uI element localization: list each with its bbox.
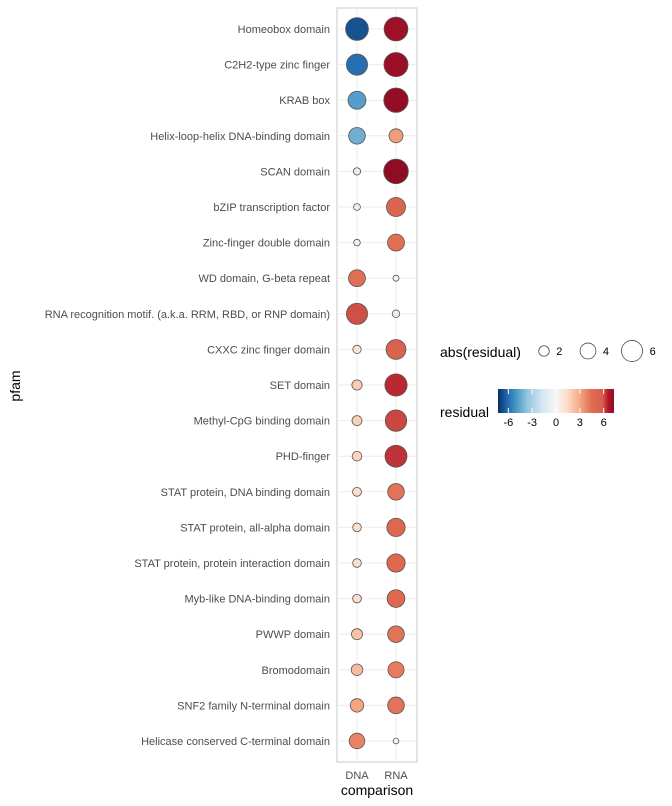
point-dna-6 bbox=[353, 238, 361, 247]
point-dna-11 bbox=[351, 415, 363, 426]
point-dna-9 bbox=[352, 344, 362, 354]
y-tick-label: Myb-like DNA-binding domain bbox=[184, 594, 330, 606]
point-dna-0 bbox=[345, 17, 369, 41]
y-tick-label: Methyl-CpG binding domain bbox=[194, 416, 330, 428]
y-tick-label: Helicase conserved C-terminal domain bbox=[141, 736, 330, 748]
y-tick-label: SET domain bbox=[270, 380, 330, 392]
point-rna-17 bbox=[387, 625, 405, 643]
point-rna-15 bbox=[386, 553, 406, 573]
point-dna-5 bbox=[353, 203, 361, 211]
point-dna-1 bbox=[346, 53, 368, 76]
point-rna-20 bbox=[392, 737, 400, 745]
y-tick-label: bZIP transcription factor bbox=[213, 202, 330, 214]
point-rna-5 bbox=[386, 197, 406, 217]
point-rna-12 bbox=[384, 444, 408, 468]
size-legend-label: 6 bbox=[650, 346, 656, 358]
point-dna-8 bbox=[346, 302, 368, 325]
x-tick-label: RNA bbox=[384, 770, 408, 782]
point-rna-14 bbox=[386, 517, 406, 537]
color-legend-label: 3 bbox=[577, 417, 583, 429]
y-tick-label: STAT protein, all-alpha domain bbox=[180, 522, 330, 534]
point-dna-16 bbox=[352, 593, 362, 604]
y-tick-label: RNA recognition motif. (a.k.a. RRM, RBD,… bbox=[45, 309, 330, 321]
y-tick-label: WD domain, G-beta repeat bbox=[199, 273, 330, 285]
size-legend: abs(residual) 2 4 6 bbox=[440, 340, 656, 362]
point-dna-2 bbox=[347, 90, 367, 110]
y-tick-label: Homeobox domain bbox=[238, 24, 330, 36]
size-legend-key bbox=[621, 340, 643, 362]
point-rna-9 bbox=[385, 339, 407, 360]
point-dna-18 bbox=[350, 663, 364, 676]
point-rna-8 bbox=[391, 309, 401, 318]
color-legend-label: -6 bbox=[503, 417, 513, 429]
point-rna-7 bbox=[392, 274, 400, 282]
size-legend-key bbox=[538, 345, 550, 357]
y-tick-label: PWWP domain bbox=[256, 629, 330, 641]
y-tick-label: Bromodomain bbox=[262, 665, 330, 677]
color-legend: residual -6 -3 0 3 6 bbox=[440, 389, 614, 429]
y-tick-label: Zinc-finger double domain bbox=[203, 238, 330, 250]
point-rna-4 bbox=[383, 158, 409, 185]
size-legend-key bbox=[579, 342, 597, 360]
x-axis-title: comparison bbox=[341, 782, 413, 798]
point-rna-3 bbox=[388, 128, 404, 144]
point-dna-12 bbox=[351, 450, 363, 462]
point-rna-11 bbox=[384, 409, 408, 432]
point-dna-4 bbox=[352, 167, 362, 176]
x-tick-label: DNA bbox=[345, 770, 369, 782]
point-rna-13 bbox=[387, 483, 405, 501]
y-tick-label: CXXC zinc finger domain bbox=[207, 344, 330, 356]
color-legend-title: residual bbox=[440, 404, 489, 420]
point-dna-13 bbox=[352, 486, 362, 497]
point-dna-3 bbox=[348, 127, 366, 145]
point-rna-6 bbox=[387, 233, 405, 252]
point-rna-1 bbox=[383, 52, 409, 78]
y-axis-tick-labels: Homeobox domain C2H2-type zinc finger KRAB… bbox=[45, 24, 331, 748]
y-tick-label: C2H2-type zinc finger bbox=[224, 60, 330, 72]
point-rna-0 bbox=[383, 16, 409, 42]
x-axis-tick-labels: DNA RNA bbox=[345, 770, 408, 782]
y-tick-label: Helix-loop-helix DNA-binding domain bbox=[150, 131, 330, 143]
color-legend-label: 0 bbox=[553, 417, 559, 429]
point-dna-15 bbox=[352, 558, 362, 568]
point-rna-19 bbox=[387, 696, 405, 715]
point-rna-2 bbox=[383, 87, 409, 113]
y-tick-label: KRAB box bbox=[279, 95, 330, 107]
y-tick-label: SNF2 family N-terminal domain bbox=[177, 700, 330, 712]
point-rna-16 bbox=[386, 589, 406, 608]
point-dna-19 bbox=[349, 698, 365, 713]
point-rna-18 bbox=[387, 661, 405, 679]
color-legend-label: -3 bbox=[527, 417, 537, 429]
y-tick-label: STAT protein, protein interaction domain bbox=[134, 558, 330, 570]
point-rna-10 bbox=[384, 373, 408, 397]
size-legend-title: abs(residual) bbox=[440, 344, 521, 360]
y-tick-label: PHD-finger bbox=[276, 451, 331, 463]
size-legend-label: 2 bbox=[556, 346, 562, 358]
y-tick-label: SCAN domain bbox=[260, 166, 330, 178]
point-dna-14 bbox=[352, 522, 362, 533]
plot-panel bbox=[336, 7, 418, 763]
y-tick-label: STAT protein, DNA binding domain bbox=[161, 487, 330, 499]
color-legend-label: 6 bbox=[601, 417, 607, 429]
point-dna-17 bbox=[351, 628, 363, 641]
y-axis-title: pfam bbox=[7, 370, 23, 401]
size-legend-label: 4 bbox=[603, 346, 609, 358]
point-dna-10 bbox=[351, 379, 363, 391]
point-dna-20 bbox=[348, 732, 366, 750]
point-dna-7 bbox=[348, 269, 366, 288]
